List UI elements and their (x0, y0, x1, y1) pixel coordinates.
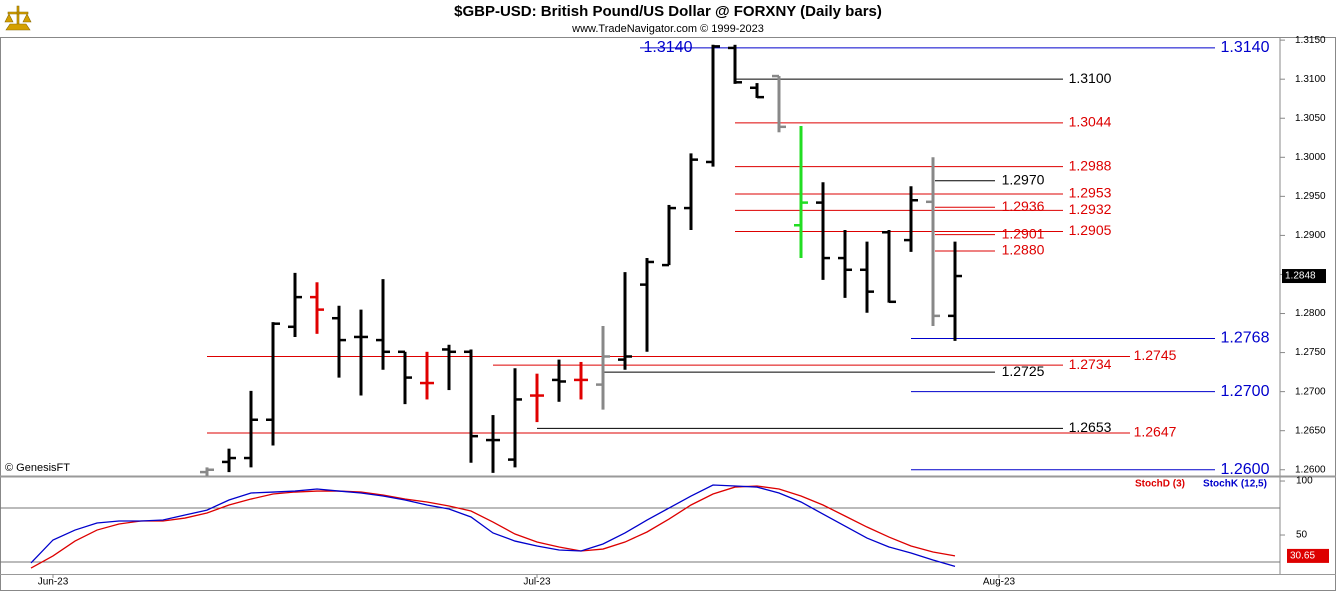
y-tick-label: 50 (1296, 530, 1308, 541)
y-tick-label: 100 (1296, 476, 1313, 487)
y-tick-label: 1.2650 (1295, 425, 1326, 436)
level-label: 1.2700 (1221, 383, 1270, 400)
level-label: 1.3100 (1069, 70, 1112, 86)
stoch-line (30, 484, 956, 567)
chart-title: $GBP-USD: British Pound/US Dollar @ FORX… (454, 3, 882, 20)
level-label: 1.2600 (1221, 461, 1270, 478)
logo (4, 5, 32, 31)
level-label: 1.3044 (1069, 114, 1112, 130)
legend-entry: StochK (12,5) (1203, 479, 1267, 490)
x-tick-label: Aug-23 (983, 577, 1016, 588)
level-label: 1.2953 (1069, 185, 1112, 201)
level-label: 1.2880 (1002, 242, 1045, 258)
axes: 1.26001.26501.27001.27501.28001.28501.29… (38, 35, 1329, 588)
y-tick-label: 1.2700 (1295, 386, 1326, 397)
level-label: 1.2653 (1069, 419, 1112, 435)
level-label: 1.2936 (1002, 198, 1045, 214)
last-price-label: 1.2848 (1285, 271, 1316, 282)
x-tick-label: Jul-23 (523, 577, 551, 588)
y-tick-label: 1.2600 (1295, 464, 1326, 475)
level-label: 1.2932 (1069, 201, 1112, 217)
chart-subtitle: www.TradeNavigator.com © 1999-2023 (571, 23, 764, 35)
legend-entry: StochD (3) (1135, 479, 1185, 490)
y-tick-label: 1.3000 (1295, 152, 1326, 163)
level-label: 1.2725 (1002, 363, 1045, 379)
y-tick-label: 1.2800 (1295, 308, 1326, 319)
last-value-label: 30.65 (1290, 551, 1315, 562)
level-label: 1.3140 (1221, 39, 1270, 56)
y-tick-label: 1.3050 (1295, 113, 1326, 124)
level-label: 1.2745 (1134, 347, 1177, 363)
level-label: 1.2647 (1134, 424, 1177, 440)
credit: © GenesisFT (5, 462, 70, 474)
level-label: 1.2734 (1069, 356, 1112, 372)
level-label: 1.2905 (1069, 222, 1112, 238)
last-value-box (1287, 548, 1329, 563)
y-tick-label: 1.3150 (1295, 35, 1326, 46)
x-tick-label: Jun-23 (38, 577, 69, 588)
level-label: 1.3140 (644, 39, 693, 56)
y-tick-label: 1.2750 (1295, 347, 1326, 358)
stoch-panel (0, 484, 1280, 569)
y-tick-label: 1.2950 (1295, 191, 1326, 202)
stoch-line (30, 485, 956, 569)
level-label: 1.2988 (1069, 157, 1112, 173)
last-price-box (1282, 269, 1326, 284)
level-label: 1.2970 (1002, 171, 1045, 187)
y-tick-label: 1.3100 (1295, 74, 1326, 85)
y-tick-label: 1.2900 (1295, 230, 1326, 241)
level-label: 1.2901 (1002, 225, 1045, 241)
price-panel (200, 44, 1215, 476)
level-label: 1.2768 (1221, 330, 1270, 347)
